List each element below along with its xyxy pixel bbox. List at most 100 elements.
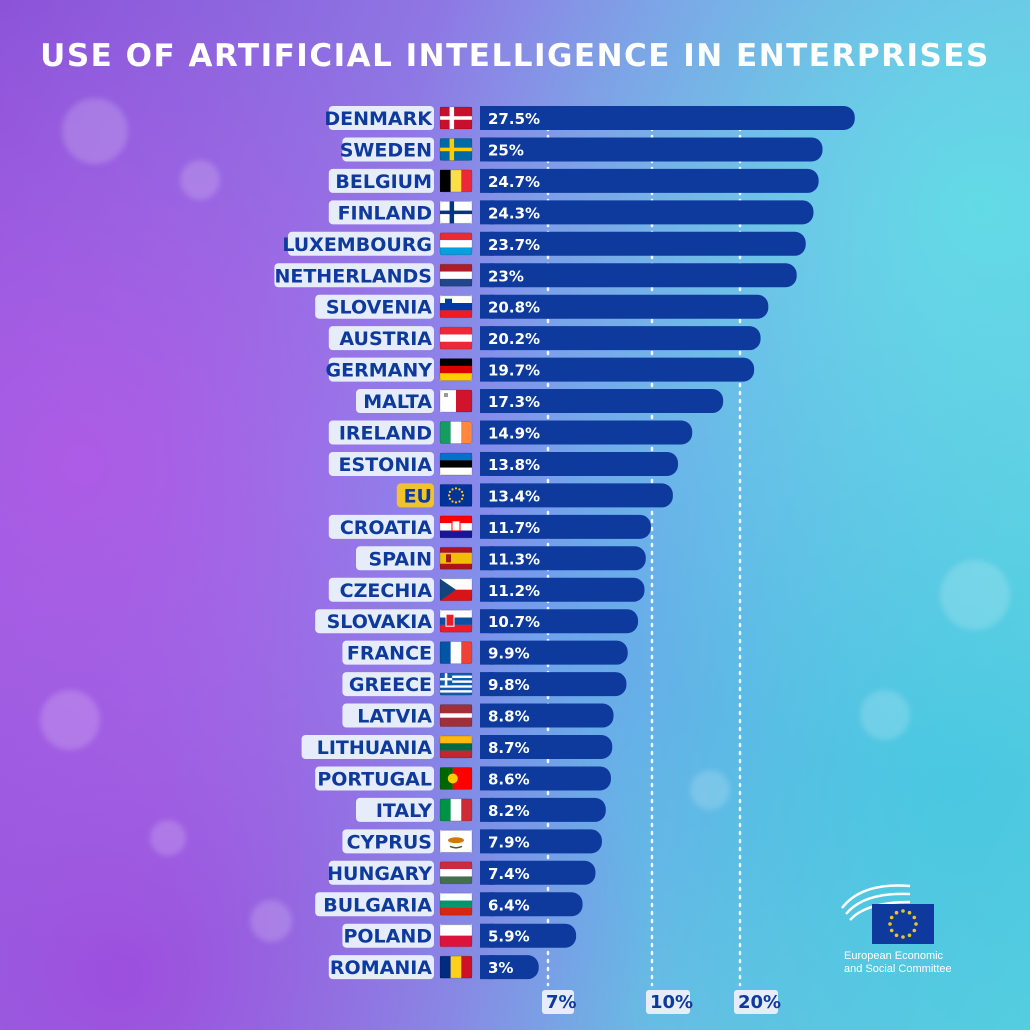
category-label-bg: [396, 483, 434, 508]
bar: [480, 200, 814, 225]
bar: [480, 231, 806, 256]
category-label: DENMARK: [324, 108, 433, 130]
bar: [480, 514, 651, 539]
cyprus-flag-icon: [439, 829, 473, 853]
bar: [480, 923, 577, 948]
category-label-bg: [328, 326, 434, 351]
category-label-bg: [274, 263, 434, 288]
category-label-bg: [342, 829, 434, 854]
reference-label-bg: [542, 990, 574, 1014]
bar-left-edge: [480, 546, 494, 571]
italy-flag-icon: [439, 798, 473, 822]
bar-left-edge: [480, 609, 494, 634]
bar-left-edge: [480, 294, 494, 319]
chart-title: USE OF ARTIFICIAL INTELLIGENCE IN ENTERP…: [40, 38, 990, 74]
bar-left-edge: [480, 703, 494, 728]
category-label: HUNGARY: [327, 863, 432, 885]
latvia-flag-icon: [439, 704, 473, 728]
category-label-bg: [356, 546, 434, 571]
reference-label: 20%: [738, 992, 781, 1013]
category-label: FRANCE: [347, 643, 432, 665]
bokeh-light: [62, 98, 128, 164]
bar: [480, 546, 646, 571]
bar-left-edge: [480, 923, 494, 948]
value-label: 6.4%: [488, 896, 530, 914]
spain-flag-icon: [439, 546, 473, 570]
bulgaria-flag-icon: [439, 892, 473, 916]
value-label: 13.4%: [488, 487, 540, 505]
bar: [480, 357, 755, 382]
bar-left-edge: [480, 451, 494, 476]
bar-left-edge: [480, 420, 494, 445]
category-label-bg: [315, 609, 434, 634]
category-label-bg: [342, 703, 434, 728]
value-label: 9.9%: [488, 645, 530, 663]
bokeh-light: [940, 560, 1010, 630]
reference-label: 10%: [650, 992, 693, 1013]
value-label: 7.9%: [488, 833, 530, 851]
bar-left-edge: [480, 892, 494, 917]
bar-left-edge: [480, 829, 494, 854]
bar: [480, 137, 823, 162]
category-label-bg: [315, 892, 434, 917]
category-label: ROMANIA: [330, 957, 432, 979]
category-label-bg: [288, 231, 434, 256]
value-label: 13.8%: [488, 456, 540, 474]
sweden-flag-icon: [439, 137, 473, 161]
denmark-flag-icon: [439, 106, 473, 130]
bar-left-edge: [480, 357, 494, 382]
bar: [480, 860, 596, 885]
estonia-flag-icon: [439, 452, 473, 476]
bar-left-edge: [480, 200, 494, 225]
value-label: 27.5%: [488, 110, 540, 128]
value-label: 3%: [488, 959, 513, 977]
eu-flag-icon: [439, 483, 473, 507]
bar-left-edge: [480, 766, 494, 791]
category-label: ITALY: [376, 800, 432, 822]
bar: [480, 955, 539, 980]
slovakia-flag-icon: [439, 609, 473, 633]
category-label: LITHUANIA: [317, 737, 433, 759]
bar: [480, 389, 724, 414]
value-label: 8.7%: [488, 739, 530, 757]
value-label: 23%: [488, 267, 524, 285]
bar-left-edge: [480, 735, 494, 759]
lithuania-flag-icon: [439, 735, 473, 759]
bar-left-edge: [480, 263, 494, 288]
bar: [480, 609, 639, 634]
finland-flag-icon: [439, 200, 473, 224]
category-label: LUXEMBOURG: [282, 234, 432, 256]
bar-left-edge: [480, 797, 494, 822]
bar: [480, 703, 614, 728]
bar-left-edge: [480, 231, 494, 256]
category-label-bg: [328, 955, 434, 980]
category-label: FINLAND: [338, 202, 432, 224]
category-label-bg: [328, 357, 434, 382]
organization-name-line2: and Social Committee: [844, 963, 952, 975]
category-label: BULGARIA: [323, 894, 432, 916]
category-label-bg: [328, 106, 434, 130]
netherlands-flag-icon: [439, 263, 473, 287]
bar: [480, 892, 583, 917]
category-label-bg: [342, 672, 434, 697]
bar: [480, 766, 611, 791]
category-label: GREECE: [349, 674, 432, 696]
bar: [480, 294, 769, 319]
value-label: 17.3%: [488, 393, 540, 411]
bokeh-light: [40, 690, 100, 750]
category-label: ESTONIA: [339, 454, 433, 476]
category-label-bg: [315, 294, 434, 319]
bar-left-edge: [480, 483, 494, 508]
bar-left-edge: [480, 514, 494, 539]
bar: [480, 483, 673, 508]
reference-label-bg: [646, 990, 690, 1014]
category-label-bg: [342, 137, 434, 162]
organization-name-line1: European Economic: [844, 950, 944, 962]
reference-label-bg: [734, 990, 778, 1014]
croatia-flag-icon: [439, 515, 473, 539]
czechia-flag-icon: [439, 578, 473, 602]
category-label: LATVIA: [357, 706, 432, 728]
belgium-flag-icon: [439, 169, 473, 193]
bokeh-light: [180, 160, 220, 200]
portugal-flag-icon: [439, 766, 473, 790]
